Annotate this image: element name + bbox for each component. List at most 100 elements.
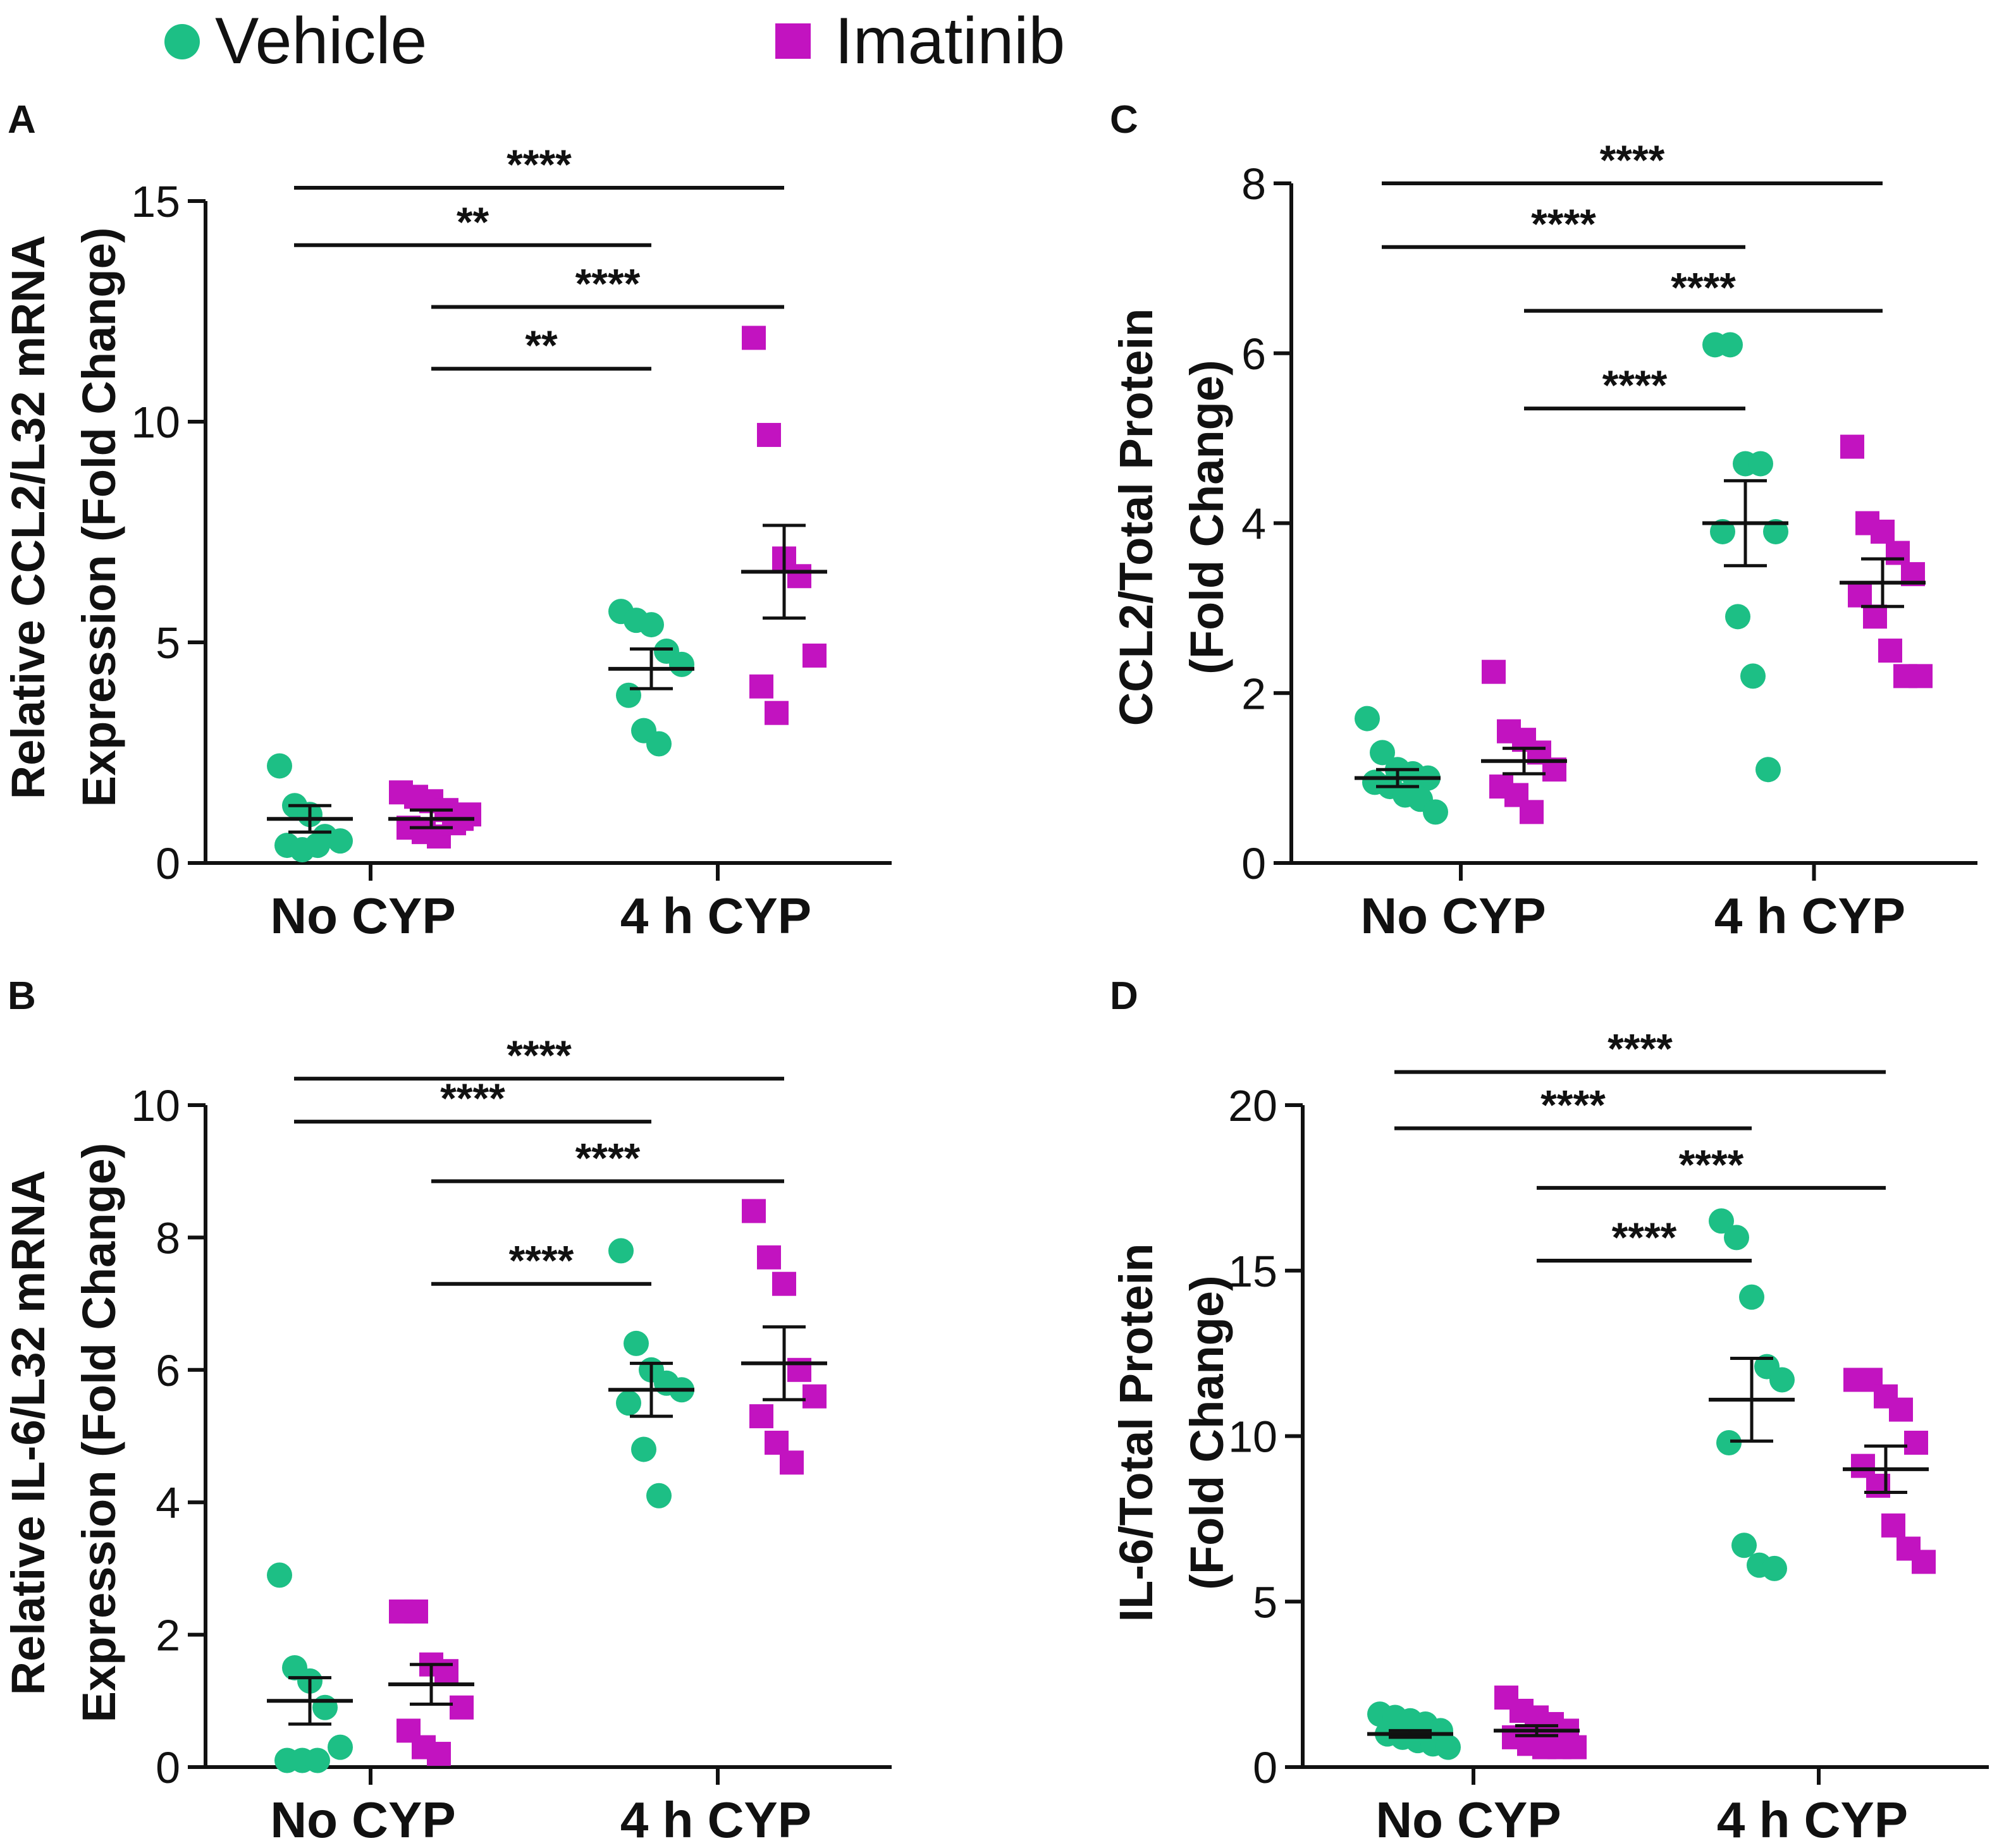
panel-b-vehicle-point — [305, 1747, 330, 1773]
panel-a-vehicle-point — [328, 828, 353, 854]
panel-b-x-tick-label-4h-cyp: 4 h CYP — [620, 1792, 811, 1848]
panel-c-vehicle-point — [1355, 706, 1380, 731]
panel-a-x-tick-label-no-cyp: No CYP — [270, 888, 455, 944]
panel-d-y-tick-label: 15 — [1228, 1247, 1277, 1296]
panel-c-y-tick-label: 8 — [1241, 159, 1266, 209]
panel-a-vehicle-point — [616, 682, 641, 708]
panel-d-vehicle-point — [1739, 1284, 1764, 1310]
panel-c-vehicle-point — [1423, 799, 1448, 825]
panel-b-y-axis-title-line-2: Expression (Fold Change) — [73, 1143, 125, 1723]
panel-d-vehicle-point — [1731, 1533, 1757, 1558]
panel-c-letter: C — [1110, 98, 1138, 142]
panel-c-imatinib-point — [1520, 800, 1544, 824]
panel-a-vehicle-point — [669, 651, 694, 677]
panel-a-imatinib-point — [765, 701, 789, 725]
panel-c-vehicle-point — [1763, 518, 1788, 544]
panel-a-vehicle-point — [267, 753, 292, 779]
panel-c-imatinib-point — [1909, 664, 1933, 688]
panel-a-vehicle-point — [305, 833, 330, 859]
panel-d-significance-label: **** — [1608, 1025, 1673, 1072]
panel-c-y-axis-title-line-2: (Fold Change) — [1181, 360, 1233, 674]
panel-d-imatinib-point — [1881, 1513, 1905, 1538]
panel-c-imatinib-point — [1840, 434, 1864, 459]
panel-b-imatinib-point — [450, 1695, 474, 1720]
legend-imatinib-label: Imatinib — [835, 4, 1065, 78]
panel-b-y-tick-label: 6 — [156, 1346, 180, 1395]
panel-a-imatinib-point — [787, 564, 811, 589]
panel-b-vehicle-point — [312, 1694, 338, 1720]
panel-b-y-tick-label: 4 — [156, 1478, 180, 1527]
panel-d: D IL-6/Total Protein (Fold Change) No CY… — [1110, 974, 1989, 1848]
panel-b-imatinib-point — [772, 1271, 796, 1296]
panel-d-y-axis-title-line-1: IL-6/Total Protein — [1110, 1244, 1162, 1622]
panel-b-imatinib-point — [742, 1199, 766, 1223]
panel-a-y-tick-label: 0 — [156, 839, 180, 888]
panel-b-y-axis-title-line-1: Relative IL-6/L32 mRNA — [2, 1170, 54, 1696]
panel-c-vehicle-point — [1718, 332, 1743, 358]
panel-c-significance-label: **** — [1671, 264, 1736, 311]
panel-a-vehicle-point — [646, 731, 672, 757]
panel-d-x-tick-label-no-cyp: No CYP — [1375, 1792, 1561, 1848]
panel-b-imatinib-point — [749, 1404, 773, 1429]
panel-c-vehicle-point — [1710, 518, 1735, 544]
panel-c: C CCL2/Total Protein (Fold Change) No CY… — [1110, 98, 1977, 944]
panel-a-letter: A — [8, 98, 36, 142]
legend-vehicle-marker-icon — [164, 24, 200, 59]
panel-c-x-tick-label-4h-cyp: 4 h CYP — [1714, 888, 1905, 944]
panel-d-vehicle-point — [1724, 1225, 1749, 1251]
panel-d-imatinib-point — [1889, 1397, 1913, 1422]
panel-c-imatinib-point — [1863, 604, 1887, 629]
panel-b-imatinib-point — [780, 1450, 804, 1475]
panel-b-imatinib-point — [427, 1742, 451, 1766]
panel-c-y-tick-label: 4 — [1241, 499, 1266, 549]
panel-c-y-axis-title: CCL2/Total Protein (Fold Change) — [1110, 309, 1233, 726]
panel-a-significance-label: **** — [575, 260, 641, 307]
panel-b-x-tick-label-no-cyp: No CYP — [270, 1792, 455, 1848]
panel-c-significance-label: **** — [1531, 200, 1596, 247]
panel-a-vehicle-point — [639, 612, 664, 638]
panel-c-y-tick-label: 6 — [1241, 329, 1266, 379]
panel-b: B Relative IL-6/L32 mRNA Expression (Fol… — [2, 974, 892, 1848]
panel-c-vehicle-point — [1370, 740, 1395, 766]
panel-c-significance-label: **** — [1600, 137, 1665, 183]
panel-c-imatinib-point — [1886, 541, 1910, 565]
panel-a-significance-label: ** — [457, 199, 489, 245]
panel-b-vehicle-point — [608, 1238, 634, 1264]
panel-d-imatinib-point — [1563, 1735, 1587, 1759]
panel-d-y-axis-title-line-2: (Fold Change) — [1181, 1275, 1233, 1589]
panel-d-y-tick-label: 0 — [1253, 1743, 1277, 1792]
panel-a-x-tick-label-4h-cyp: 4 h CYP — [620, 888, 811, 944]
panel-b-significance-label: **** — [507, 1032, 572, 1079]
panel-a: A Relative CCL2/L32 mRNA Expression (Fol… — [2, 98, 892, 944]
panel-b-y-tick-label: 10 — [131, 1081, 180, 1130]
panel-d-y-axis-title: IL-6/Total Protein (Fold Change) — [1110, 1244, 1233, 1622]
panel-a-imatinib-point — [742, 326, 766, 350]
panel-d-y-tick-label: 5 — [1253, 1577, 1277, 1627]
panel-b-imatinib-point — [757, 1245, 781, 1270]
panel-c-y-tick-label: 0 — [1241, 839, 1266, 888]
panel-b-letter: B — [8, 974, 36, 1018]
panel-d-significance-label: **** — [1612, 1214, 1677, 1261]
panel-b-significance-label: **** — [575, 1134, 641, 1181]
panel-b-y-tick-label: 2 — [156, 1611, 180, 1660]
panel-c-imatinib-point — [1878, 639, 1902, 663]
panel-b-significance-label: **** — [440, 1075, 505, 1122]
panel-b-vehicle-point — [267, 1562, 292, 1588]
panel-c-vehicle-point — [1755, 757, 1781, 783]
panel-a-y-axis-title: Relative CCL2/L32 mRNA Expression (Fold … — [2, 228, 125, 807]
panel-c-imatinib-point — [1482, 659, 1506, 684]
panel-a-imatinib-point — [802, 643, 827, 668]
panel-d-vehicle-point — [1436, 1734, 1461, 1760]
panel-a-imatinib-point — [457, 802, 481, 827]
panel-c-vehicle-point — [1725, 604, 1750, 630]
panel-b-y-axis-title: Relative IL-6/L32 mRNA Expression (Fold … — [2, 1143, 125, 1723]
panel-a-imatinib-point — [749, 674, 773, 699]
panel-d-vehicle-point — [1709, 1208, 1734, 1234]
panel-d-x-tick-label-4h-cyp: 4 h CYP — [1717, 1792, 1908, 1848]
panel-b-vehicle-point — [631, 1436, 656, 1462]
panel-d-imatinib-point — [1912, 1550, 1936, 1574]
panel-a-y-axis-title-line-1: Relative CCL2/L32 mRNA — [2, 235, 54, 799]
panel-b-imatinib-point — [802, 1384, 827, 1409]
